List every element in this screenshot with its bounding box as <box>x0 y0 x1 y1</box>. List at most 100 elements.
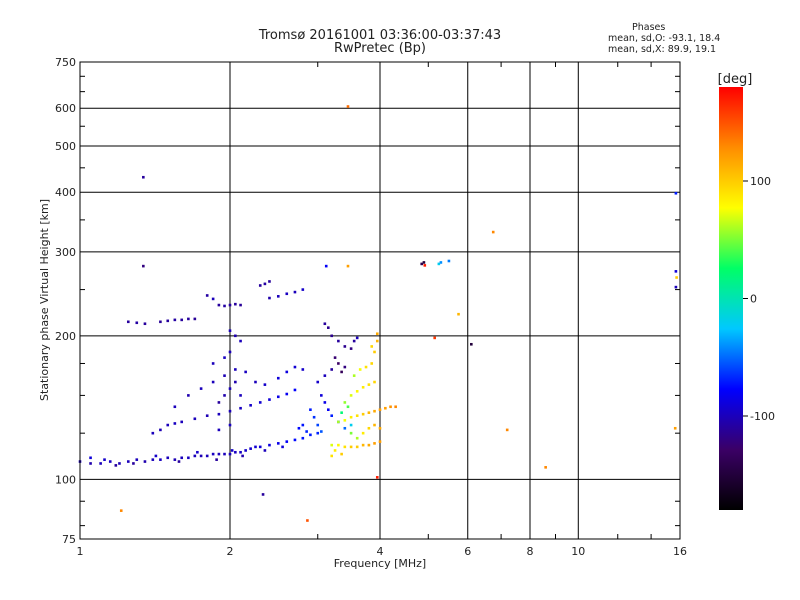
echo-point <box>211 362 215 365</box>
echo-point <box>367 383 371 386</box>
x-tick-label: 10 <box>571 545 585 558</box>
echo-point <box>263 383 267 386</box>
echo-point <box>437 262 441 266</box>
echo-point <box>306 519 309 522</box>
colorbar-unit-label: [deg] <box>718 72 753 87</box>
echo-point <box>239 406 242 410</box>
echo-point <box>285 392 289 396</box>
echo-point <box>340 452 343 456</box>
echo-point <box>199 387 203 390</box>
echo-point <box>384 406 387 410</box>
echo-point <box>126 460 130 463</box>
echo-point <box>312 415 316 419</box>
x-tick-label: 4 <box>377 545 384 558</box>
echo-point <box>263 449 267 452</box>
echo-point <box>228 387 232 390</box>
phase-o-stats: mean, sd,O: -93.1, 18.4 <box>608 33 721 44</box>
echo-point <box>159 458 162 461</box>
echo-point <box>323 401 327 404</box>
echo-point <box>196 450 199 454</box>
echo-point <box>159 428 162 432</box>
echo-point <box>234 368 237 371</box>
echo-point <box>241 454 244 458</box>
echo-point <box>389 405 392 409</box>
plot-frame <box>79 61 681 540</box>
echo-point <box>268 296 271 300</box>
echo-point <box>173 458 177 461</box>
grid-lines <box>80 62 680 539</box>
echo-point <box>234 380 237 384</box>
echo-point <box>361 431 365 435</box>
echo-point <box>352 374 356 377</box>
echo-point <box>333 449 337 452</box>
echo-point <box>544 466 547 469</box>
echo-point <box>211 297 215 301</box>
echo-point <box>346 264 350 268</box>
echo-point <box>370 345 374 348</box>
echo-point <box>301 436 305 440</box>
echo-point <box>135 321 139 325</box>
echo-point <box>159 320 162 324</box>
echo-point <box>217 452 221 456</box>
echo-point <box>293 290 297 294</box>
echo-point <box>394 405 397 409</box>
echo-point <box>378 440 382 443</box>
echo-point <box>205 454 209 458</box>
echo-point <box>151 458 155 461</box>
echo-point <box>239 303 242 307</box>
echo-point <box>166 423 170 427</box>
chart-title: Tromsø 20161001 03:36:00-03:37:43 <box>258 28 502 43</box>
y-tick-label: 200 <box>55 330 76 343</box>
echo-point <box>281 445 284 449</box>
echo-point <box>234 334 237 338</box>
echo-point <box>316 431 320 435</box>
y-tick-label: 400 <box>55 186 76 199</box>
echo-point <box>258 401 262 404</box>
x-tick-label: 8 <box>527 545 534 558</box>
echo-point <box>239 394 242 397</box>
echo-point <box>378 426 382 430</box>
echo-point <box>223 374 226 377</box>
echo-point <box>337 339 340 343</box>
echo-point <box>423 264 427 267</box>
echo-point <box>309 408 312 412</box>
echo-point <box>343 419 347 422</box>
echo-point <box>340 411 343 414</box>
echo-point <box>132 462 135 465</box>
echo-point <box>228 329 232 332</box>
echo-point <box>205 414 209 418</box>
echo-point <box>447 259 451 263</box>
echo-point <box>349 394 353 397</box>
echo-point <box>355 336 359 340</box>
colorbar-ticks: 100 0 -100 <box>743 175 775 423</box>
echo-point <box>239 450 242 454</box>
echo-point <box>211 380 215 384</box>
echo-point <box>187 317 190 321</box>
echo-point <box>166 319 170 323</box>
echo-point <box>211 452 215 456</box>
echo-point <box>316 380 320 384</box>
echo-point <box>505 428 509 432</box>
echo-point <box>293 388 297 392</box>
echo-point <box>320 394 323 397</box>
echo-point <box>293 365 297 369</box>
echo-point <box>373 442 376 445</box>
echo-point <box>674 270 678 273</box>
echo-point <box>343 401 347 404</box>
echo-point <box>352 339 356 343</box>
echo-point <box>215 458 218 461</box>
x-tick-label: 2 <box>227 545 234 558</box>
echo-point <box>173 422 177 425</box>
echo-point <box>154 454 158 458</box>
echo-point <box>364 365 368 369</box>
echo-point <box>244 449 247 452</box>
echo-point <box>193 317 197 321</box>
echo-point <box>305 430 308 433</box>
x-axis-label: Frequency [MHz] <box>334 557 426 570</box>
y-tick-label: 500 <box>55 140 76 153</box>
echo-point <box>373 423 376 427</box>
y-tick-label: 600 <box>55 102 76 115</box>
echo-point <box>330 368 334 371</box>
echo-point <box>346 105 350 108</box>
